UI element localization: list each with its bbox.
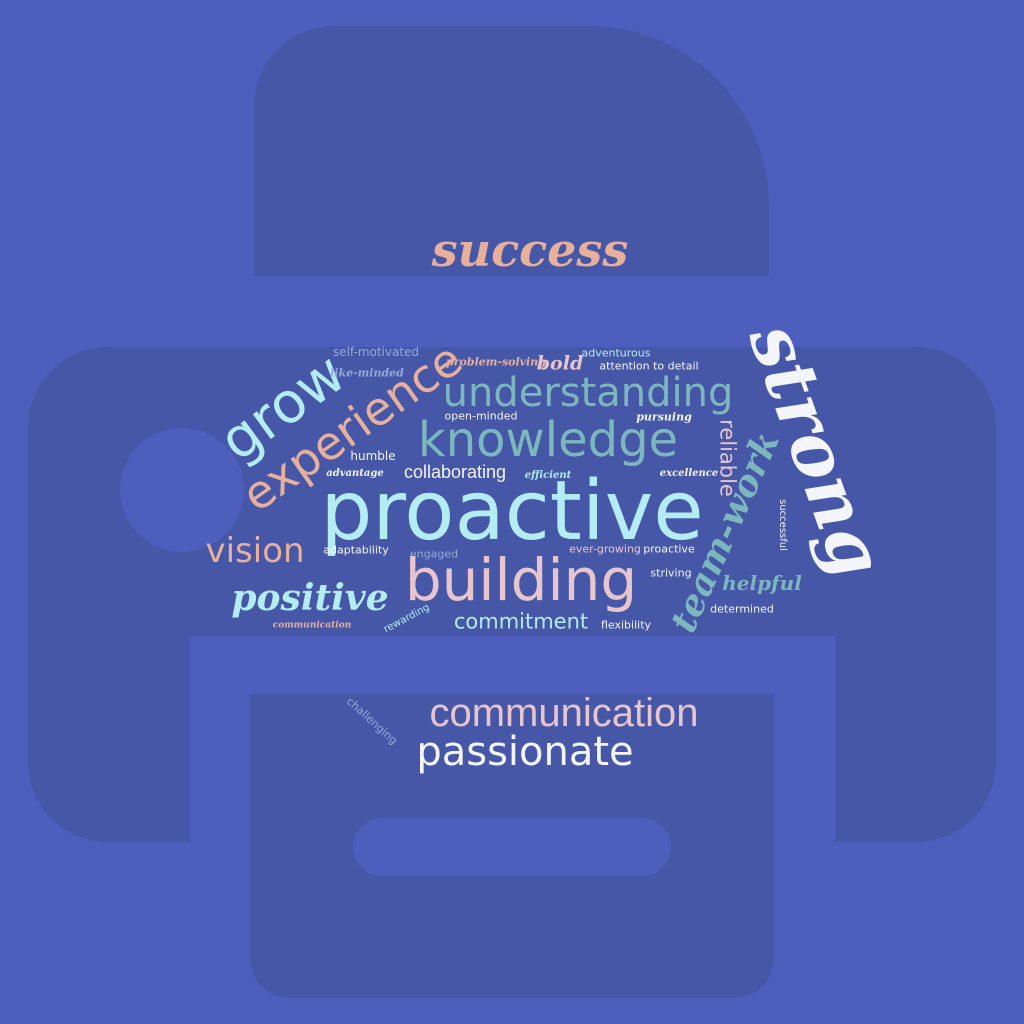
word-passionate: passionate [416, 729, 634, 775]
printer-light [120, 428, 244, 552]
word-commitment: commitment [453, 609, 589, 634]
word-understanding: understanding [442, 370, 734, 416]
word-striving: striving [650, 566, 692, 580]
word-efficient: efficient [524, 470, 572, 481]
word-success: success [431, 223, 629, 277]
word-building: building [404, 546, 638, 614]
word-successful: successful [777, 499, 788, 551]
printer-paper-line [353, 818, 671, 876]
word-advantage: advantage [326, 468, 384, 479]
word-excellence: excellence [659, 468, 719, 479]
printer-paper-top [254, 26, 769, 276]
word-proactive-small: proactive [643, 542, 695, 556]
word-open-minded: open-minded [444, 409, 518, 423]
word-knowledge: knowledge [417, 412, 679, 468]
word-problem-solving: problem-solving [446, 355, 546, 369]
word-adventurous: adventurous [581, 346, 651, 360]
word-ever-growing: ever-growing [569, 542, 641, 556]
word-humble: humble [350, 449, 396, 463]
word-determined: determined [710, 602, 774, 616]
word-like-minded: like-minded [330, 366, 404, 380]
word-communication-large: communication [429, 691, 699, 735]
word-communication-small: communication [272, 620, 352, 631]
word-proactive: proactive [320, 464, 704, 559]
word-engaged: engaged [409, 547, 459, 561]
word-flexibility: flexibility [600, 618, 652, 632]
word-adaptability: adaptability [323, 543, 389, 557]
word-bold: bold [536, 352, 584, 375]
word-collaborating: collaborating [403, 462, 507, 482]
word-vision: vision [205, 531, 305, 571]
word-helpful: helpful [722, 571, 802, 595]
word-positive: positive [231, 577, 389, 619]
word-self-motivated: self-motivated [332, 345, 420, 359]
word-attention-to-detail: attention to detail [599, 359, 699, 373]
word-pursuing: pursuing [636, 410, 692, 424]
